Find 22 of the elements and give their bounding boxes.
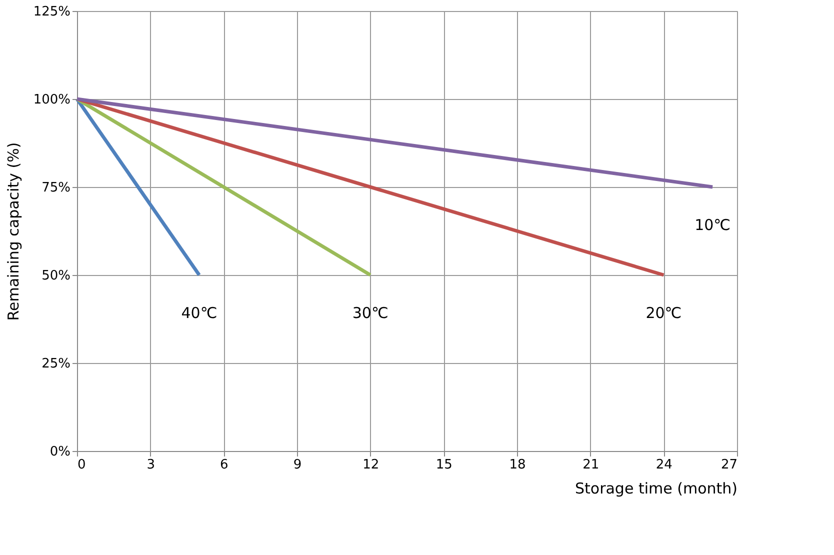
x-tick-label: 6 [220,458,228,472]
x-tick-label: 27 [720,458,738,472]
text: 10℃ [694,216,731,234]
y-tick-label: 25% [42,356,70,372]
x-tick-label: 3 [146,458,155,472]
y-tick-label: 125% [33,4,70,20]
x-tick-label: 24 [656,458,672,472]
x-tick-label: 9 [293,458,302,472]
y-tick-label: 100% [33,92,70,108]
text: 20℃ [646,304,682,322]
x-tick-label: 18 [509,458,526,472]
y-tick-label: 75% [42,180,70,196]
x-tick-label: 21 [582,458,600,472]
text: 40℃ [181,304,218,322]
x-tick-label: 15 [436,458,452,472]
y-tick-label: 0% [50,444,70,460]
y-tick-label: 50% [42,268,70,284]
x-axis-title: Storage time (month) [574,480,738,498]
x-tick-label: 0 [78,458,86,472]
text: 30℃ [352,304,388,322]
x-tick-label: 12 [362,458,380,472]
y-axis-title: Remaining capacity (%) [4,142,22,321]
